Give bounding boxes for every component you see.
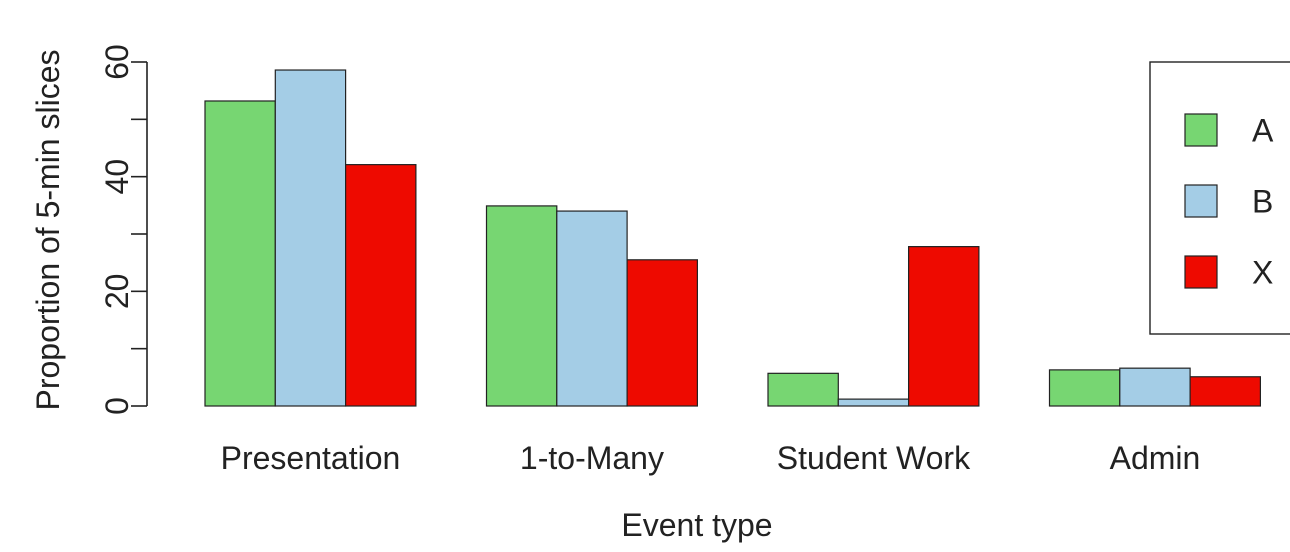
y-tick-label: 40 (99, 159, 135, 195)
legend-swatch (1184, 255, 1218, 289)
legend-box (1149, 61, 1290, 335)
legend-label: X (1252, 255, 1273, 291)
y-tick-label: 20 (99, 274, 135, 310)
bar-b (1119, 367, 1191, 407)
x-tick-label: 1-to-Many (520, 440, 664, 476)
legend-item: A (1184, 113, 1274, 149)
legend-swatch (1184, 113, 1218, 147)
bar-group (1048, 367, 1261, 407)
legend-label: A (1252, 113, 1274, 149)
x-tick-label: Admin (1110, 440, 1201, 476)
bars (204, 69, 1261, 407)
bar-b (837, 398, 910, 407)
legend: ABX (1149, 61, 1290, 335)
x-tick-label: Presentation (221, 440, 401, 476)
bar-x (907, 246, 980, 407)
x-axis-title: Event type (621, 507, 772, 543)
legend-label: B (1252, 184, 1273, 220)
bar-group (485, 205, 698, 407)
bar-a (1048, 369, 1121, 407)
legend-items: ABX (1184, 113, 1274, 291)
bar-x (626, 259, 698, 407)
bar-group (204, 69, 417, 407)
y-tick-label: 0 (99, 397, 135, 415)
bar-b (556, 210, 628, 407)
bar-group (767, 246, 980, 407)
legend-item: B (1184, 184, 1273, 220)
bar-a (485, 205, 558, 407)
x-tick-labels: Presentation 1-to-Many Student Work Admin (221, 440, 1201, 476)
bar-a (204, 100, 276, 407)
y-axis-title: Proportion of 5-min slices (30, 49, 66, 410)
bar-x (1189, 376, 1261, 407)
bar-a (767, 372, 839, 407)
y-ticks: 0 20 40 60 (99, 44, 147, 415)
x-tick-label: Student Work (777, 440, 971, 476)
bar-x (345, 164, 417, 407)
legend-item: X (1184, 255, 1273, 291)
legend-swatch (1184, 184, 1218, 218)
y-tick-label: 60 (99, 44, 135, 80)
bar-b (274, 69, 347, 407)
y-axis: 0 20 40 60 (99, 44, 148, 415)
